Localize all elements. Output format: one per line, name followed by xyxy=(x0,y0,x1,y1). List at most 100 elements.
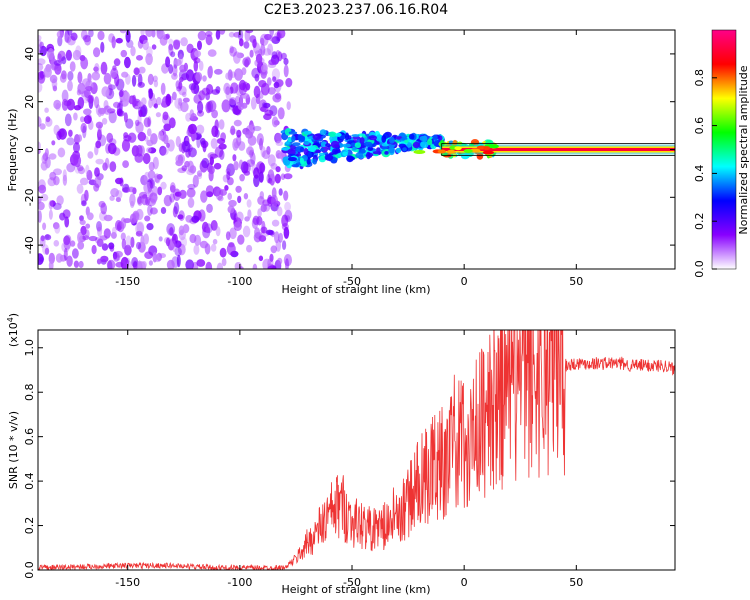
carrier-line xyxy=(441,148,675,151)
spectrogram-cell xyxy=(171,240,177,253)
spectrogram-cell xyxy=(432,134,438,141)
spectrogram-cell xyxy=(246,244,253,253)
spectrogram-cell xyxy=(38,116,42,127)
spectrogram-cell xyxy=(151,44,157,50)
spectrogram-cell xyxy=(359,137,365,144)
spectrogram-cell xyxy=(221,258,227,267)
spectrogram-cell xyxy=(73,105,82,111)
spectrogram-cell xyxy=(283,254,292,267)
spectrogram-cell xyxy=(44,107,49,113)
spectrogram-cell xyxy=(271,116,279,128)
spectrogram-cell xyxy=(146,139,154,147)
spectrogram-cell xyxy=(218,143,227,150)
spectrogram-cell xyxy=(189,233,197,244)
spectrogram-y-label: Frequency (Hz) xyxy=(6,109,19,192)
spectrogram-cell xyxy=(121,71,129,78)
spectrogram-cell xyxy=(307,151,313,158)
colorbar-tick-label: 0.4 xyxy=(693,165,706,183)
spectrogram-cell xyxy=(77,241,85,250)
spectrogram-cell xyxy=(166,223,176,236)
spectrogram-cell xyxy=(42,222,47,231)
spectrogram-cell xyxy=(188,123,197,135)
spectrogram-cell xyxy=(102,162,108,171)
spectrogram-cell xyxy=(268,36,277,42)
spectrogram-cell xyxy=(174,240,182,248)
spectrogram-cell xyxy=(233,51,241,64)
y-tick-label: 20 xyxy=(23,95,36,109)
spectrogram-cell xyxy=(153,79,159,88)
spectrogram-cell xyxy=(100,61,108,75)
spectrogram-cell xyxy=(69,61,76,72)
spectrogram-cell xyxy=(152,156,159,170)
spectrogram-cell xyxy=(363,141,373,147)
spectrogram-cell xyxy=(38,70,46,84)
spectrogram-cell xyxy=(38,58,46,66)
spectrogram-cell xyxy=(81,78,91,88)
spectrogram-cell xyxy=(48,200,54,210)
spectrogram-cell xyxy=(191,215,200,223)
spectrogram-cell xyxy=(274,92,282,100)
spectrogram-cell xyxy=(253,85,261,99)
spectrogram-cell xyxy=(138,66,146,74)
spectrogram-cell xyxy=(168,38,174,46)
spectrogram-cell xyxy=(355,152,364,159)
spectrogram-cell xyxy=(230,82,239,94)
spectrogram-cell xyxy=(300,157,305,165)
spectrogram-cell xyxy=(77,71,83,84)
spectrogram-cell xyxy=(137,101,144,108)
spectrogram-cell xyxy=(233,141,240,149)
spectrogram-cell xyxy=(260,226,268,234)
spectrogram-cell xyxy=(130,236,135,248)
spectrogram-cell xyxy=(103,100,109,110)
spectrogram-cell xyxy=(149,178,154,189)
snr-panel: -150 -100 -50 0 50 0.0 0.2 0.4 0.6 0.8 1.0 Height… xyxy=(6,313,676,596)
spectrogram-cell xyxy=(261,64,267,73)
spectrogram-cell xyxy=(66,255,73,267)
spectrogram-cell xyxy=(96,226,102,232)
spectrogram-cell xyxy=(267,43,274,56)
spectrogram-cell xyxy=(413,149,426,154)
spectrogram-cell xyxy=(350,142,357,148)
spectrogram-cell xyxy=(180,101,189,113)
spectrogram-cell xyxy=(318,152,325,156)
spectrogram-cell xyxy=(297,134,303,141)
spectrogram-cell xyxy=(367,146,374,151)
spectrogram-cell xyxy=(170,185,176,193)
spectrogram-cell xyxy=(325,143,331,148)
spectrogram-cell xyxy=(307,145,317,152)
spectrogram-cell xyxy=(303,141,310,145)
spectrogram-cell xyxy=(303,130,312,135)
spectrogram-cell xyxy=(351,134,360,138)
spectrogram-cell xyxy=(77,231,83,244)
spectrogram-cell xyxy=(271,219,280,227)
spectrogram-cell xyxy=(147,116,152,128)
spectrogram-cell xyxy=(129,213,137,225)
spectrogram-cell xyxy=(115,197,121,203)
spectrogram-cell xyxy=(44,148,49,158)
spectrogram-cell xyxy=(56,30,64,39)
spectrogram-cell xyxy=(258,255,264,262)
spectrogram-cell xyxy=(163,194,172,207)
spectrogram-cell xyxy=(275,166,281,173)
spectrogram-cell xyxy=(111,36,116,49)
spectrogram-cell xyxy=(181,73,190,81)
spectrogram-cell xyxy=(66,162,76,173)
spectrogram-cell xyxy=(324,154,334,161)
spectrogram-cell xyxy=(68,129,73,137)
y-tick-label: -20 xyxy=(23,188,36,206)
spectrogram-cell xyxy=(137,81,145,88)
spectrogram-cell xyxy=(82,125,87,139)
spectrogram-cell xyxy=(80,116,85,123)
spectrogram-cell xyxy=(312,133,322,141)
spectrogram-cell xyxy=(255,53,263,64)
spectrogram-cell xyxy=(120,232,126,241)
spectrogram-cell xyxy=(283,64,289,78)
y-tick-label: 0.0 xyxy=(23,561,36,579)
spectrogram-cell xyxy=(163,123,171,132)
spectrogram-cell xyxy=(420,141,429,149)
spectrogram-cell xyxy=(204,243,211,255)
spectrogram-cell xyxy=(155,112,161,118)
spectrogram-cell xyxy=(62,174,68,186)
spectrogram-cell xyxy=(283,190,289,201)
spectrogram-cell xyxy=(80,122,87,134)
